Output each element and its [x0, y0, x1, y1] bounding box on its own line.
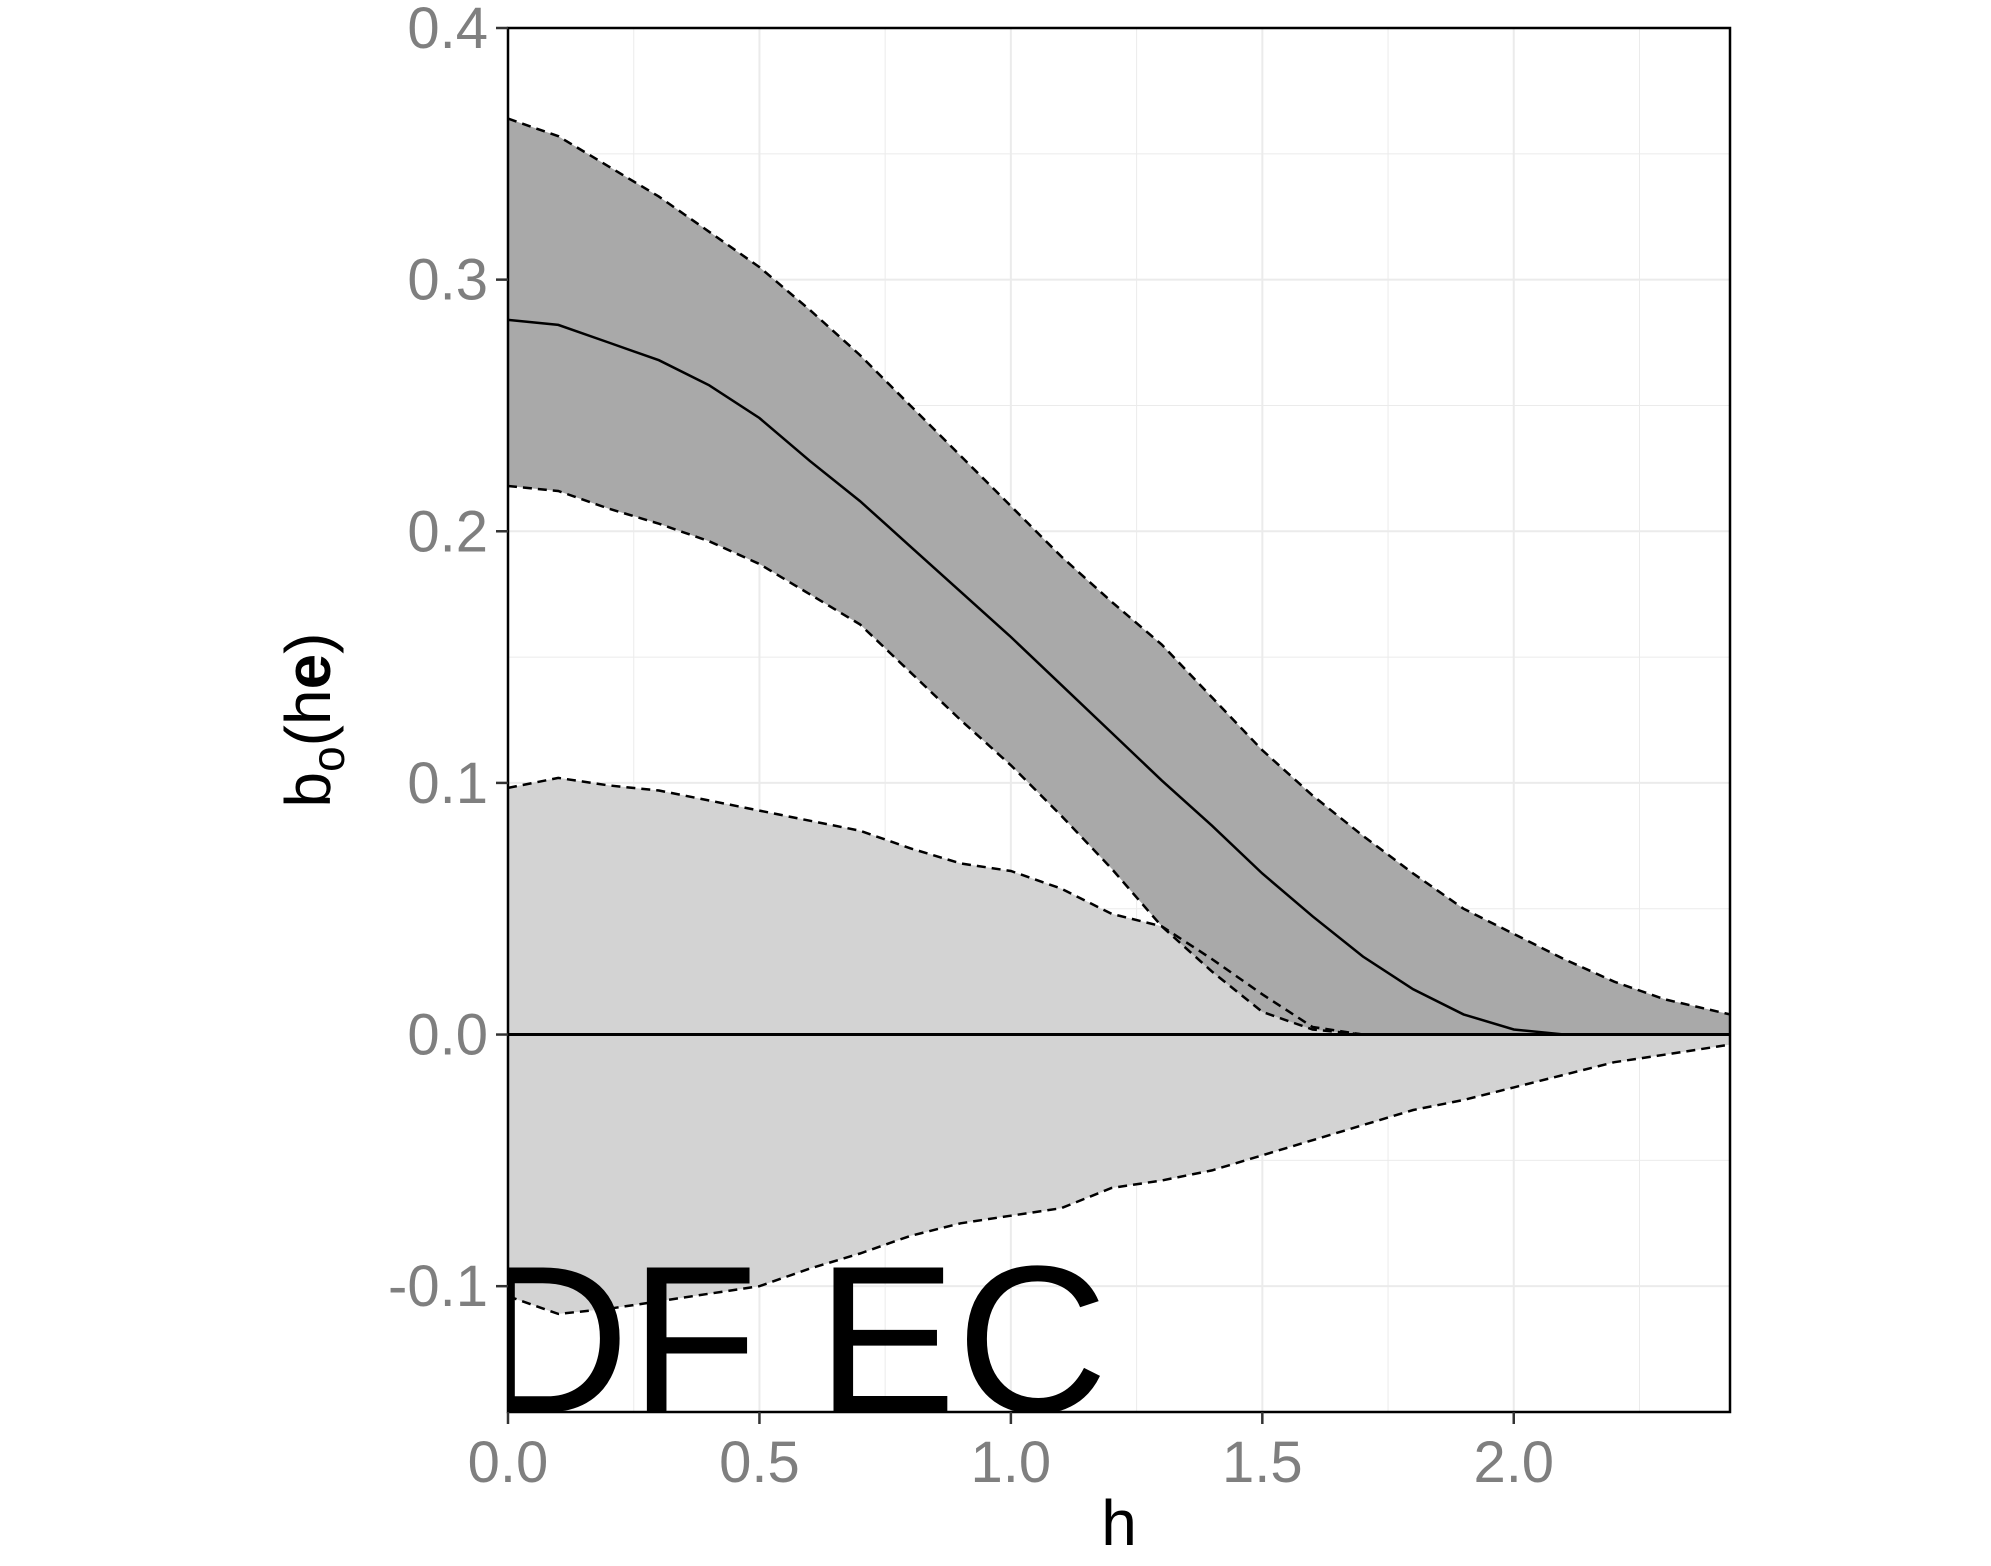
y-tick-label: -0.1	[388, 1254, 488, 1319]
x-tick-label: 1.5	[1222, 1430, 1303, 1495]
y-axis-title: bo(he)	[272, 633, 354, 808]
x-axis-title: h	[1101, 1487, 1137, 1559]
overlay: DF EC	[478, 1222, 1108, 1457]
y-tick-label: 0.0	[407, 1003, 488, 1068]
y-tick-label: 0.3	[407, 248, 488, 313]
estimate-band	[508, 118, 1730, 1035]
series-line-reference-envelope-lower	[508, 1043, 1730, 1316]
series-lines	[508, 117, 1730, 1316]
series-line-reference-envelope-upper	[508, 776, 1730, 1036]
y-tick-label: 0.4	[407, 0, 488, 61]
reference-envelope-band	[508, 777, 1730, 1314]
y-tick-label: 0.1	[407, 751, 488, 816]
x-tick-label: 1.0	[971, 1430, 1052, 1495]
x-tick-label: 0.0	[468, 1430, 549, 1495]
overlay-text: DF EC	[478, 1222, 1108, 1457]
plot-panel-border	[506, 26, 1732, 1414]
x-tick-label: 2.0	[1473, 1430, 1554, 1495]
x-tick-label: 0.5	[719, 1430, 800, 1495]
series-line-estimate-upper-band	[508, 117, 1730, 1016]
y-tick-label: 0.2	[407, 499, 488, 564]
series-line-estimate	[508, 318, 1730, 1036]
bands	[508, 118, 1730, 1314]
axis-ticks: 0.0 0.5 1.0 1.5 2.0 -0.1 0.0 0.1 0.2 0.3 0.4	[388, 0, 1554, 1495]
